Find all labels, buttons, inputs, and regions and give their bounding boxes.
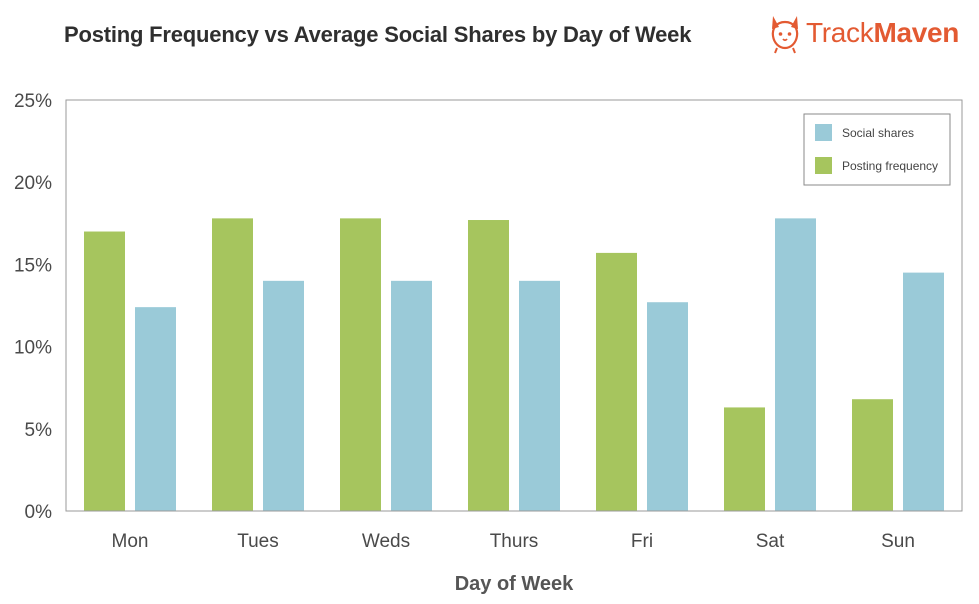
y-tick-label: 10%: [14, 338, 52, 359]
bar-group: [84, 218, 944, 512]
y-tick-label: 20%: [14, 173, 52, 194]
x-tick-label: Sat: [756, 531, 785, 552]
legend-label: Posting frequency: [842, 159, 938, 173]
y-tick-label: 0%: [25, 502, 53, 523]
y-tick-label: 5%: [25, 420, 53, 441]
x-axis-title: Day of Week: [455, 573, 574, 595]
brand-logo: TrackMaven: [768, 10, 959, 56]
bar-posting-frequency-mon: [84, 231, 125, 511]
bar-social-shares-thurs: [519, 280, 560, 511]
bar-social-shares-tues: [263, 280, 304, 511]
legend-label: Social shares: [842, 126, 914, 140]
legend: Social shares Posting frequency: [803, 113, 951, 186]
x-tick-label: Tues: [237, 531, 279, 552]
bar-social-shares-sat: [775, 218, 816, 512]
x-tick-label: Weds: [362, 531, 410, 552]
bar-social-shares-mon: [135, 307, 176, 511]
bar-social-shares-sun: [903, 272, 944, 511]
bar-posting-frequency-fri: [596, 252, 637, 511]
y-tick-label: 15%: [14, 255, 52, 276]
corgi-logo-icon: [771, 16, 799, 54]
x-tick-label: Mon: [112, 531, 149, 552]
x-tick-label: Thurs: [490, 531, 539, 552]
bar-posting-frequency-sat: [724, 407, 765, 511]
y-axis-ticks: 0% 5% 10% 15% 20% 25%: [14, 91, 52, 523]
legend-swatch: [815, 124, 832, 141]
bar-posting-frequency-thurs: [468, 220, 509, 511]
x-tick-label: Fri: [631, 531, 653, 552]
y-tick-label: 25%: [14, 91, 52, 112]
bar-social-shares-weds: [391, 280, 432, 511]
bar-posting-frequency-tues: [212, 218, 253, 512]
x-tick-label: Sun: [881, 531, 915, 552]
plot-area-frame: [65, 99, 963, 512]
brand-name: TrackMaven: [806, 17, 960, 48]
bar-posting-frequency-weds: [340, 218, 381, 512]
bar-posting-frequency-sun: [852, 399, 893, 511]
bar-social-shares-fri: [647, 302, 688, 511]
chart-title: Posting Frequency vs Average Social Shar…: [64, 22, 692, 47]
x-axis-ticks: Mon Tues Weds Thurs Fri Sat Sun: [112, 531, 915, 552]
legend-swatch: [815, 157, 832, 174]
